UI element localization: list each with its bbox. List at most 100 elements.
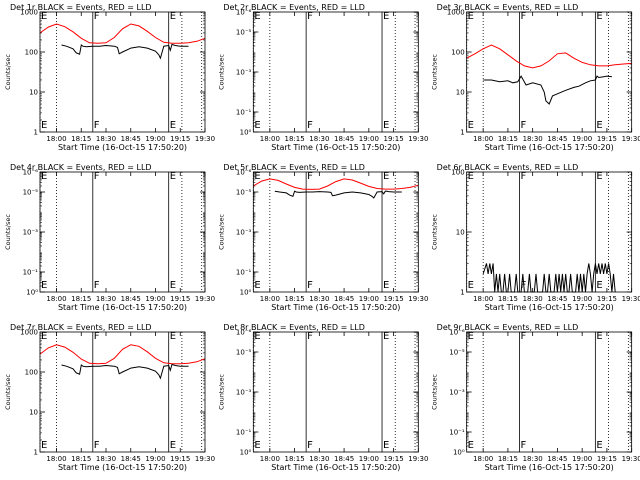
x-tick-label: 18:15	[284, 295, 304, 303]
marker-label: E	[170, 11, 176, 22]
x-tick-label: 19:30	[408, 295, 428, 303]
x-tick-label: 18:15	[71, 295, 91, 303]
marker-label: E	[383, 440, 389, 451]
marker-label: E	[383, 171, 389, 182]
y-tick-label: 10⁻¹	[449, 429, 465, 437]
x-tick-label: 18:30	[523, 135, 543, 143]
x-tick-label: 19:00	[145, 135, 165, 143]
y-axis-label: Counts/sec	[217, 374, 225, 410]
x-tick-label: 18:30	[96, 455, 116, 463]
panel-title: Det 4r BLACK = Events, RED = LLD	[10, 163, 152, 172]
y-tick-label: 10⁻³	[236, 229, 252, 237]
y-tick-label: 10⁻¹	[236, 429, 252, 437]
x-tick-label: 18:15	[284, 455, 304, 463]
panel-title: Det 3r BLACK = Events, RED = LLD	[437, 3, 579, 12]
x-tick-label: 18:00	[473, 295, 493, 303]
x-tick-label: 18:30	[523, 295, 543, 303]
series-events-line	[483, 75, 612, 105]
plot-frame	[252, 331, 419, 453]
marker-label: E	[596, 440, 602, 451]
x-tick-label: 18:45	[547, 455, 567, 463]
x-tick-label: 18:00	[260, 455, 280, 463]
x-tick-label: 19:00	[359, 135, 379, 143]
plot-frame	[39, 171, 206, 293]
panel-title: Det 6r BLACK = Events, RED = LLD	[437, 163, 579, 172]
marker-label: E	[41, 280, 47, 291]
x-tick-label: 18:45	[334, 455, 354, 463]
x-tick-label: 19:15	[383, 295, 403, 303]
marker-label: E	[383, 120, 389, 131]
marker-label: E	[383, 280, 389, 291]
x-axis-label: Start Time (16-Oct-15 17:50:20)	[485, 463, 614, 472]
x-tick-label: 19:00	[359, 455, 379, 463]
plot-frame	[466, 171, 633, 293]
x-tick-label: 18:15	[71, 135, 91, 143]
marker-label: E	[596, 331, 602, 342]
marker-label: E	[41, 11, 47, 22]
x-tick-label: 18:15	[498, 455, 518, 463]
x-tick-label: 18:45	[547, 135, 567, 143]
y-tick-label: 10⁰	[26, 289, 38, 297]
panel-det5: Det 5r BLACK = Events, RED = LLD Counts/s…	[217, 163, 428, 312]
y-tick-label: 10⁰	[240, 449, 252, 457]
x-tick-label: 19:30	[622, 455, 640, 463]
y-tick-label: 10⁰	[240, 129, 252, 137]
marker-label: F	[520, 120, 526, 131]
y-tick-label: 1	[460, 129, 464, 137]
marker-label: F	[94, 280, 100, 291]
marker-label: E	[170, 440, 176, 451]
marker-label: F	[520, 11, 526, 22]
y-tick-label: 10	[456, 229, 465, 237]
series-lld-line	[466, 44, 632, 69]
marker-label: E	[254, 331, 260, 342]
x-tick-label: 19:30	[622, 295, 640, 303]
series-events-line	[274, 190, 402, 199]
x-tick-label: 18:30	[96, 135, 116, 143]
y-tick-label: 10⁻³	[23, 229, 39, 237]
x-axis-label: Start Time (16-Oct-15 17:50:20)	[58, 463, 187, 472]
x-tick-label: 18:45	[334, 135, 354, 143]
y-axis-label: Counts/sec	[4, 374, 12, 410]
series-events-line	[61, 363, 189, 380]
x-tick-label: 18:30	[523, 455, 543, 463]
marker-label: E	[41, 440, 47, 451]
x-tick-label: 19:30	[195, 135, 215, 143]
marker-label: E	[596, 280, 602, 291]
marker-label: F	[307, 11, 313, 22]
x-tick-label: 18:45	[121, 135, 141, 143]
series-lld-line	[39, 344, 206, 365]
panel-title: Det 9r BLACK = Events, RED = LLD	[437, 323, 579, 332]
x-tick-label: 19:15	[597, 295, 617, 303]
x-tick-label: 19:00	[572, 455, 592, 463]
y-tick-label: 10⁻¹	[236, 269, 252, 277]
x-tick-label: 18:00	[260, 295, 280, 303]
marker-label: E	[41, 120, 47, 131]
panel-det3: Det 3r BLACK = Events, RED = LLD Counts/s…	[431, 3, 640, 152]
y-tick-label: 1000	[20, 329, 38, 337]
marker-label: F	[520, 331, 526, 342]
x-tick-label: 19:15	[170, 455, 190, 463]
x-axis-label: Start Time (16-Oct-15 17:50:20)	[485, 143, 614, 152]
y-tick-label: 10⁻⁶	[449, 329, 465, 337]
x-axis-label: Start Time (16-Oct-15 17:50:20)	[271, 463, 400, 472]
y-tick-label: 1	[34, 129, 38, 137]
y-tick-label: 10	[456, 89, 465, 97]
marker-label: E	[41, 171, 47, 182]
y-axis-label: Counts/sec	[217, 54, 225, 90]
panel-title: Det 7r BLACK = Events, RED = LLD	[10, 323, 152, 332]
y-tick-label: 10⁰	[240, 289, 252, 297]
y-tick-label: 100	[451, 169, 464, 177]
y-tick-label: 10⁻⁵	[236, 29, 252, 37]
y-axis-label: Counts/sec	[431, 54, 439, 90]
y-tick-label: 10⁻³	[236, 389, 252, 397]
x-tick-label: 19:15	[383, 135, 403, 143]
panel-title: Det 2r BLACK = Events, RED = LLD	[223, 3, 365, 12]
y-tick-label: 10⁻³	[236, 69, 252, 77]
series-events-line	[61, 43, 189, 60]
x-tick-label: 18:00	[473, 455, 493, 463]
marker-label: F	[94, 331, 100, 342]
x-tick-label: 18:15	[498, 135, 518, 143]
marker-label: F	[307, 171, 313, 182]
y-tick-label: 10⁻⁵	[236, 189, 252, 197]
panel-title: Det 1r BLACK = Events, RED = LLD	[10, 3, 152, 12]
